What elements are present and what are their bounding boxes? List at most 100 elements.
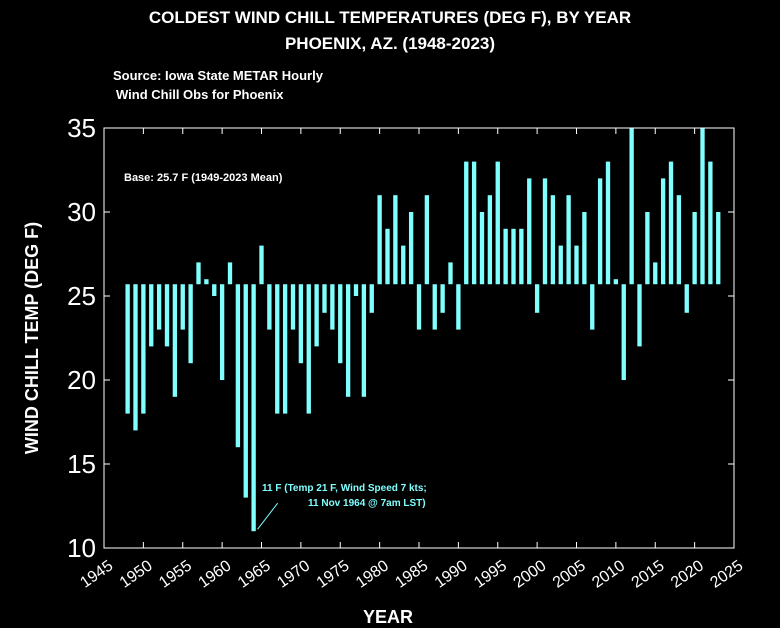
bar-2010 <box>613 279 619 285</box>
bar-1964 <box>251 284 256 532</box>
bar-1980 <box>377 195 382 285</box>
bar-1974 <box>330 284 335 330</box>
bar-1975 <box>338 284 343 364</box>
x-tick-label: 2025 <box>707 557 746 591</box>
chart-title: COLDEST WIND CHILL TEMPERATURES (DEG F),… <box>148 8 632 27</box>
bar-1986 <box>424 195 430 285</box>
bar-2012 <box>629 128 634 285</box>
bar-1965 <box>259 245 264 285</box>
bar-1981 <box>385 228 390 285</box>
bar-1997 <box>511 228 516 285</box>
bar-1967 <box>275 284 280 414</box>
bar-1973 <box>322 284 327 313</box>
bar-1968 <box>282 284 288 414</box>
x-tick-label: 2005 <box>550 557 589 591</box>
y-tick-label: 20 <box>67 365 96 395</box>
bar-2014 <box>645 212 650 285</box>
y-axis: 10 15 20 25 30 35 <box>67 113 734 563</box>
bar-2022 <box>708 161 713 285</box>
bar-1953 <box>164 284 170 347</box>
bar-2021 <box>700 128 705 285</box>
annotation-line-2: 11 Nov 1964 @ 7am LST) <box>308 498 426 509</box>
y-axis-label: WIND CHILL TEMP (DEG F) <box>22 222 42 454</box>
bar-1952 <box>156 284 162 330</box>
bar-1972 <box>314 284 319 347</box>
bar-2019 <box>684 284 689 313</box>
y-tick-label: 35 <box>67 113 96 143</box>
bar-1996 <box>503 228 508 285</box>
bar-1993 <box>479 212 485 285</box>
bar-1999 <box>527 178 532 285</box>
x-tick-label: 2000 <box>511 557 550 591</box>
bar-1963 <box>243 284 248 498</box>
bar-2013 <box>637 284 642 347</box>
y-tick-label: 15 <box>67 449 96 479</box>
bar-1948 <box>125 284 130 414</box>
bar-2002 <box>550 195 556 285</box>
bar-1977 <box>353 284 359 296</box>
bar-1992 <box>471 161 477 285</box>
x-tick-label: 1985 <box>392 557 431 591</box>
bar-1988 <box>440 284 445 313</box>
x-tick-label: 1975 <box>314 557 353 591</box>
x-tick-label: 1950 <box>117 557 156 591</box>
x-tick-label: 2010 <box>589 557 628 591</box>
bar-1970 <box>298 284 304 364</box>
bar-1987 <box>432 284 437 330</box>
bar-2007 <box>590 284 595 330</box>
bar-1976 <box>345 284 351 397</box>
bar-1951 <box>149 284 154 347</box>
bar-1958 <box>204 279 209 285</box>
bar-1956 <box>188 284 193 364</box>
bar-2003 <box>558 245 563 285</box>
source-line-1: Source: Iowa State METAR Hourly <box>113 68 323 83</box>
x-tick-label: 1965 <box>235 557 274 591</box>
x-axis: 1945 1950 1955 1960 1965 1970 1975 1980 1985 1990… <box>77 128 746 592</box>
bar-1955 <box>180 284 185 330</box>
bar-2008 <box>597 178 603 285</box>
bars-group <box>125 128 721 532</box>
bar-2001 <box>542 178 548 285</box>
x-tick-label: 1955 <box>156 557 195 591</box>
bar-1969 <box>290 284 296 330</box>
annotation-line-1: 11 F (Temp 21 F, Wind Speed 7 kts; <box>262 483 427 494</box>
bar-1954 <box>172 284 178 397</box>
bar-1983 <box>401 245 406 285</box>
bar-2017 <box>668 161 674 285</box>
bar-2005 <box>574 245 579 285</box>
chart-subtitle: PHOENIX, AZ. (1948-2023) <box>284 34 496 53</box>
x-tick-label: 1960 <box>196 557 235 591</box>
base-label: Base: 25.7 F (1949-2023 Mean) <box>124 172 283 184</box>
bar-1998 <box>519 228 524 285</box>
bar-1971 <box>306 284 311 414</box>
bar-1959 <box>212 284 217 296</box>
x-tick-label: 1990 <box>432 557 471 591</box>
bar-2018 <box>676 195 682 285</box>
bar-1994 <box>487 195 493 285</box>
bar-1950 <box>141 284 146 414</box>
bar-1966 <box>267 284 272 330</box>
bar-2011 <box>621 284 626 380</box>
annotation-pointer <box>257 502 279 530</box>
bar-2009 <box>605 161 611 285</box>
x-tick-label: 2015 <box>629 557 668 591</box>
bar-2006 <box>582 212 587 285</box>
x-tick-label: 1995 <box>471 557 510 591</box>
bar-1989 <box>448 262 453 285</box>
bar-1990 <box>456 284 461 330</box>
bar-1985 <box>416 284 422 330</box>
bar-1984 <box>408 212 414 285</box>
x-tick-label: 1970 <box>274 557 313 591</box>
bar-2023 <box>716 212 721 285</box>
bar-1960 <box>219 284 225 380</box>
x-tick-label: 1980 <box>353 557 392 591</box>
y-tick-label: 25 <box>67 281 96 311</box>
bar-1957 <box>196 262 201 285</box>
bar-2015 <box>653 262 658 285</box>
bar-1995 <box>495 161 500 285</box>
source-line-2: Wind Chill Obs for Phoenix <box>116 87 284 102</box>
x-axis-label: YEAR <box>363 607 413 627</box>
bar-1991 <box>464 161 469 285</box>
bar-2004 <box>566 195 571 285</box>
